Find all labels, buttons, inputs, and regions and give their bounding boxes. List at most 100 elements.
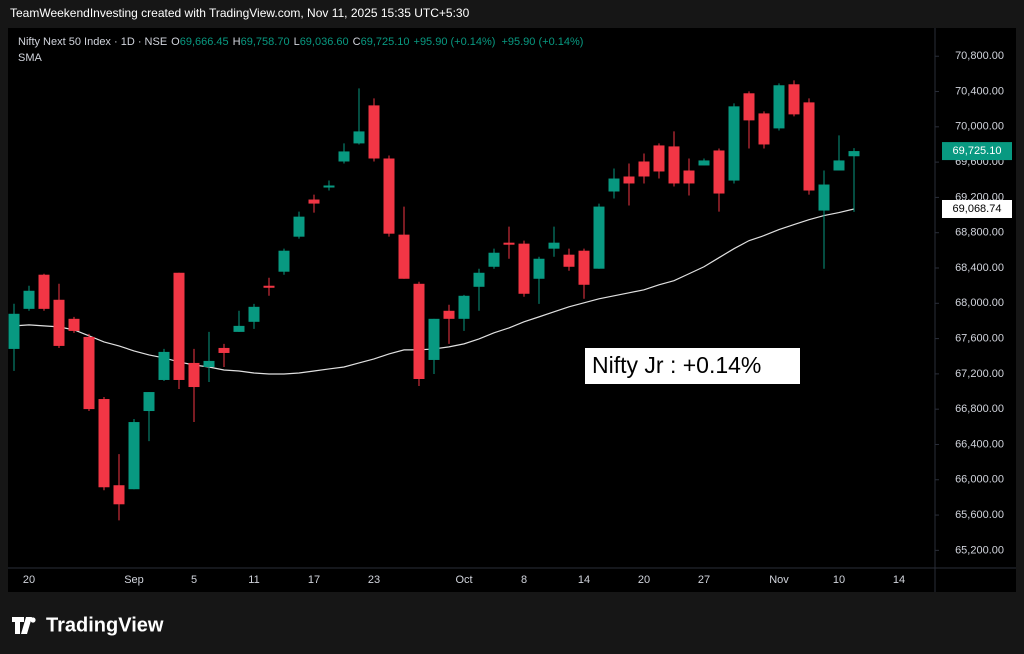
candle-body — [338, 151, 350, 162]
annotation-box — [585, 348, 800, 384]
candle-body — [308, 199, 320, 204]
x-tick-label: 20 — [23, 574, 35, 586]
y-tick-label: 68,800.00 — [955, 227, 1004, 239]
sma-price-tag — [942, 199, 1012, 218]
x-tick-label: 5 — [191, 574, 197, 586]
candle-body — [383, 158, 395, 234]
candle-body — [773, 85, 785, 129]
ohlc-value: 69,036.60 — [300, 36, 349, 48]
x-tick-label: Oct — [455, 574, 472, 586]
candle-body — [788, 84, 800, 115]
candle-body — [203, 360, 215, 367]
y-tick-label: 68,400.00 — [955, 262, 1004, 274]
candle-body — [368, 105, 380, 159]
candle-body — [143, 392, 155, 412]
x-tick-label: Nov — [769, 574, 789, 586]
candle-body — [233, 325, 245, 332]
candle-body — [68, 318, 80, 331]
candle-body — [653, 145, 665, 172]
y-tick-label: 70,400.00 — [955, 85, 1004, 97]
candle-body — [593, 206, 605, 269]
candle-body — [458, 295, 470, 319]
legend: Nifty Next 50 Index · 1D · NSE SMA O 69,6… — [18, 36, 583, 64]
symbol: Nifty Next 50 Index · 1D · NSE — [18, 36, 167, 48]
x-tick-label: 8 — [521, 574, 527, 586]
candle-body — [728, 106, 740, 181]
candle-body — [248, 306, 260, 322]
logo-dot — [30, 617, 36, 623]
candle-body — [608, 178, 620, 192]
logo-icon — [12, 617, 32, 634]
change-label: +95.90 (+0.14%) — [501, 36, 583, 48]
candle-body — [278, 250, 290, 272]
x-tick-label: 10 — [833, 574, 845, 586]
x-tick-label: 27 — [698, 574, 710, 586]
candle-body — [848, 151, 860, 157]
y-tick-label: 65,600.00 — [955, 509, 1004, 521]
ohlc-value: 69,666.45 — [180, 36, 229, 48]
y-tick-label: 67,600.00 — [955, 332, 1004, 344]
y-tick-label: 66,000.00 — [955, 474, 1004, 486]
candle-body — [428, 318, 440, 360]
candle-body — [833, 160, 845, 171]
candle-body — [53, 299, 65, 346]
candle-body — [713, 150, 725, 194]
candle-body — [698, 160, 710, 166]
candle-body — [683, 170, 695, 184]
ohlc-key: C — [353, 36, 361, 48]
candle-body — [263, 285, 275, 288]
x-tick-label: 17 — [308, 574, 320, 586]
change-label: +95.90 (+0.14%) — [414, 36, 496, 48]
candle-body — [83, 336, 95, 410]
candle-body — [38, 274, 50, 309]
candle-body — [158, 351, 170, 380]
candle-body — [803, 102, 815, 191]
chart-panel — [8, 28, 1016, 592]
candle-body — [818, 184, 830, 211]
candle-body — [578, 250, 590, 285]
candle-body — [293, 216, 305, 237]
x-tick-label: 20 — [638, 574, 650, 586]
candle-body — [398, 234, 410, 279]
candle-body — [488, 252, 500, 267]
candle-body — [503, 242, 515, 245]
ohlc-key: O — [171, 36, 180, 48]
ohlc-value: 69,725.10 — [361, 36, 410, 48]
candle-body — [323, 185, 335, 188]
x-tick-label: 14 — [893, 574, 905, 586]
candle-body — [668, 146, 680, 184]
y-tick-label: 65,200.00 — [955, 544, 1004, 556]
y-tick-label: 70,000.00 — [955, 121, 1004, 133]
x-tick-label: Sep — [124, 574, 144, 586]
ohlc-value: 69,758.70 — [241, 36, 290, 48]
indicator-name: SMA — [18, 52, 43, 64]
candle-body — [8, 313, 20, 349]
candle-body — [743, 93, 755, 121]
candle-body — [98, 399, 110, 488]
brand: TradingView — [46, 614, 164, 636]
candle-body — [173, 272, 185, 380]
y-tick-label: 67,200.00 — [955, 368, 1004, 380]
ohlc-key: L — [294, 36, 300, 48]
candle-body — [518, 243, 530, 294]
candle-body — [473, 272, 485, 287]
annotation: Nifty Jr : +0.14% — [592, 352, 761, 378]
candle-body — [533, 258, 545, 279]
candle-body — [443, 310, 455, 319]
x-tick-label: 11 — [248, 574, 259, 586]
candle-body — [218, 347, 230, 353]
last-price-tag — [942, 142, 1012, 161]
candle-body — [623, 176, 635, 184]
x-tick-label: 14 — [578, 574, 590, 586]
candle-body — [188, 362, 200, 388]
y-tick-label: 66,400.00 — [955, 438, 1004, 450]
candle-body — [548, 242, 560, 249]
sma-price-label: 69,068.74 — [953, 203, 1002, 215]
ohlc-key: H — [233, 36, 241, 48]
candle-body — [353, 131, 365, 144]
y-tick-label: 66,800.00 — [955, 403, 1004, 415]
candle-body — [113, 485, 125, 505]
y-tick-label: 68,000.00 — [955, 297, 1004, 309]
